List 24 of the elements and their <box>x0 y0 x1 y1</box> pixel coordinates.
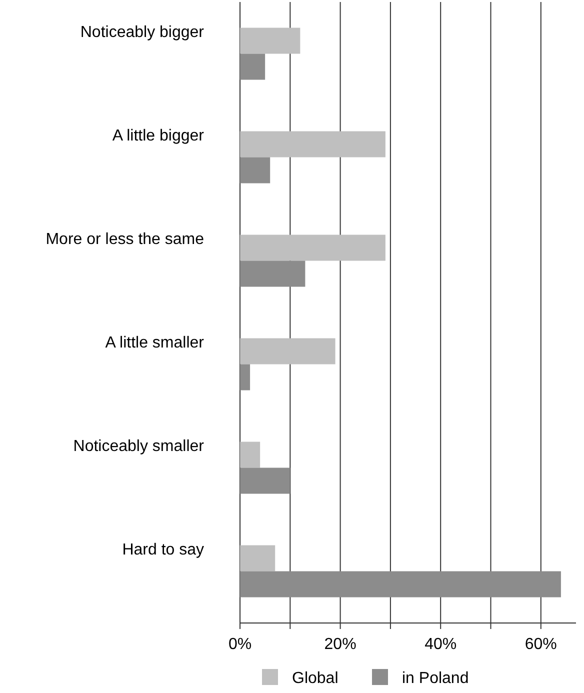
x-tick-label: 0% <box>228 636 252 653</box>
bar <box>240 157 270 184</box>
bar <box>240 234 386 261</box>
legend-label: Global <box>292 670 338 687</box>
x-tick-label: 40% <box>424 636 457 653</box>
bar <box>240 468 290 494</box>
bar <box>240 54 266 80</box>
bar <box>240 545 276 572</box>
y-tick-label: Noticeably smaller <box>73 438 205 455</box>
bar <box>240 364 250 390</box>
x-tick-label: 60% <box>524 636 557 653</box>
bar <box>240 131 386 158</box>
y-tick-label: A little smaller <box>105 334 205 352</box>
y-tick-label: A little bigger <box>112 127 205 144</box>
x-tick-label: 20% <box>324 636 356 653</box>
legend-label: in Poland <box>402 670 469 687</box>
y-tick-label: More or less the same <box>46 230 204 248</box>
bar <box>240 338 336 364</box>
bar <box>240 571 561 598</box>
bar <box>240 260 306 287</box>
y-tick-label: Hard to say <box>122 541 204 558</box>
bar <box>240 28 300 54</box>
y-tick-label: Noticeably bigger <box>80 24 205 41</box>
bar <box>240 442 260 468</box>
